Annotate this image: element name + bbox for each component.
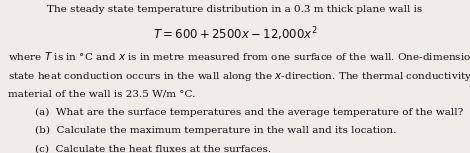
Text: (c)  Calculate the heat fluxes at the surfaces.: (c) Calculate the heat fluxes at the sur… bbox=[35, 145, 271, 153]
Text: material of the wall is 23.5 W/m °C.: material of the wall is 23.5 W/m °C. bbox=[8, 90, 196, 99]
Text: (a)  What are the surface temperatures and the average temperature of the wall?: (a) What are the surface temperatures an… bbox=[35, 108, 463, 117]
Text: (b)  Calculate the maximum temperature in the wall and its location.: (b) Calculate the maximum temperature in… bbox=[35, 126, 397, 135]
Text: $T = 600 + 2500x - 12{,}000x^2$: $T = 600 + 2500x - 12{,}000x^2$ bbox=[153, 25, 317, 43]
Text: where $T$ is in °C and $x$ is in metre measured from one surface of the wall. On: where $T$ is in °C and $x$ is in metre m… bbox=[8, 50, 470, 64]
Text: The steady state temperature distribution in a 0.3 m thick plane wall is: The steady state temperature distributio… bbox=[47, 5, 423, 14]
Text: state heat conduction occurs in the wall along the $x$-direction. The thermal co: state heat conduction occurs in the wall… bbox=[8, 70, 470, 83]
